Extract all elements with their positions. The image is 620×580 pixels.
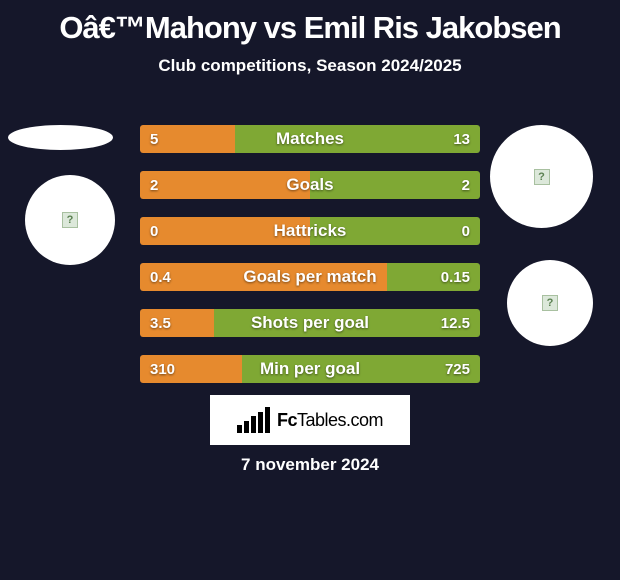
- footer-date: 7 november 2024: [0, 455, 620, 475]
- bar-label: Shots per goal: [140, 309, 480, 337]
- bar-label: Matches: [140, 125, 480, 153]
- bar-value-right: 13: [453, 125, 470, 153]
- stat-row: Goals2 2: [140, 171, 480, 199]
- bar-label: Min per goal: [140, 355, 480, 383]
- bar-value-left: 310: [150, 355, 175, 383]
- player-avatar-right-bottom: ?: [507, 260, 593, 346]
- player-avatar-right-top: ?: [490, 125, 593, 228]
- bar-label: Hattricks: [140, 217, 480, 245]
- bar-value-left: 3.5: [150, 309, 171, 337]
- stat-row: Shots per goal3.5 12.5: [140, 309, 480, 337]
- placeholder-icon: ?: [62, 212, 78, 228]
- placeholder-icon: ?: [542, 295, 558, 311]
- bar-label: Goals: [140, 171, 480, 199]
- bar-value-right: 2: [462, 171, 470, 199]
- decorative-ellipse: [8, 125, 113, 150]
- bar-value-right: 0.15: [441, 263, 470, 291]
- placeholder-icon: ?: [534, 169, 550, 185]
- page-title: Oâ€™Mahony vs Emil Ris Jakobsen: [0, 0, 620, 46]
- bars-logo-icon: [237, 407, 271, 433]
- stat-row: Min per goal310 725: [140, 355, 480, 383]
- bar-value-left: 5: [150, 125, 158, 153]
- bar-value-right: 12.5: [441, 309, 470, 337]
- bar-value-left: 0.4: [150, 263, 171, 291]
- brand-text: FcTables.com: [277, 410, 383, 431]
- page-subtitle: Club competitions, Season 2024/2025: [0, 56, 620, 76]
- stat-row: Goals per match0.4 0.15: [140, 263, 480, 291]
- bar-value-left: 0: [150, 217, 158, 245]
- stat-row: Matches5 13: [140, 125, 480, 153]
- brand-badge: FcTables.com: [210, 395, 410, 445]
- stat-row: Hattricks0 0: [140, 217, 480, 245]
- bar-value-right: 725: [445, 355, 470, 383]
- bar-value-left: 2: [150, 171, 158, 199]
- bar-value-right: 0: [462, 217, 470, 245]
- player-avatar-left: ?: [25, 175, 115, 265]
- bar-label: Goals per match: [140, 263, 480, 291]
- comparison-bars: Matches5 13 Goals2 2 Hattricks0 0 Goals per ma…: [140, 125, 480, 401]
